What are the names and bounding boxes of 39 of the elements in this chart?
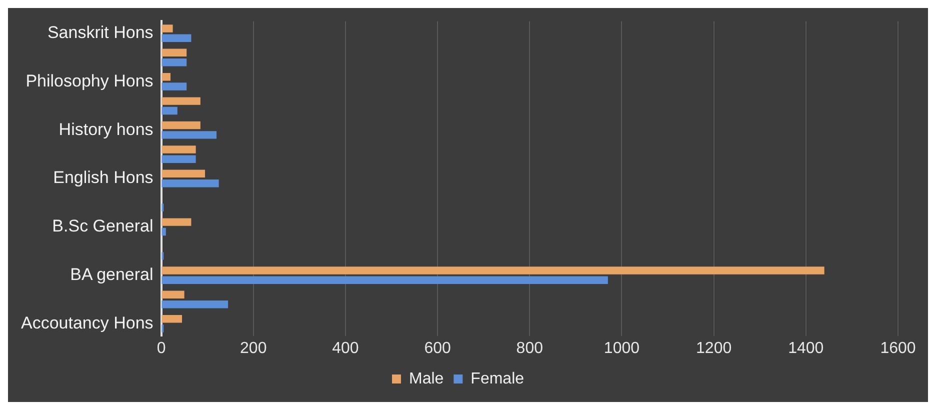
bar (162, 170, 206, 178)
bar (162, 24, 173, 32)
bar (162, 34, 192, 42)
x-tick-label: 1000 (604, 340, 640, 357)
x-tick-label: 200 (240, 340, 267, 357)
y-tick-label: B.Sc General (52, 216, 154, 236)
x-tick-label: 1600 (880, 340, 916, 357)
bar (162, 155, 196, 164)
legend-label: Female (470, 370, 524, 388)
bar (162, 300, 228, 308)
x-tick-label: 800 (516, 340, 544, 357)
y-tick-label: Accoutancy Hons (20, 313, 154, 332)
bar (162, 179, 219, 188)
y-tick-label: BA general (70, 264, 154, 284)
bar (162, 72, 170, 81)
bar (162, 290, 184, 299)
legend-label: Male (408, 370, 444, 388)
y-tick-label: Philosophy Hons (26, 71, 154, 90)
bar (162, 218, 192, 226)
bar (162, 82, 187, 90)
bar (162, 266, 824, 274)
y-tick-label: English Hons (53, 168, 154, 188)
bar (162, 48, 187, 57)
bar (162, 97, 200, 105)
x-tick-label: 0 (156, 340, 166, 357)
y-tick-label: Sanskrit Hons (47, 22, 154, 42)
bar (162, 106, 178, 115)
y-tick-label: History hons (58, 120, 154, 139)
bar (162, 146, 196, 154)
x-tick-label: 400 (332, 340, 359, 357)
bar (162, 314, 182, 323)
bar (162, 276, 608, 284)
bar (162, 121, 200, 130)
x-tick-label: 1200 (696, 340, 732, 357)
x-tick-label: 1400 (788, 340, 824, 357)
bar (162, 131, 217, 139)
bar (162, 58, 187, 66)
x-tick-label: 600 (424, 340, 451, 357)
bar (162, 228, 166, 236)
